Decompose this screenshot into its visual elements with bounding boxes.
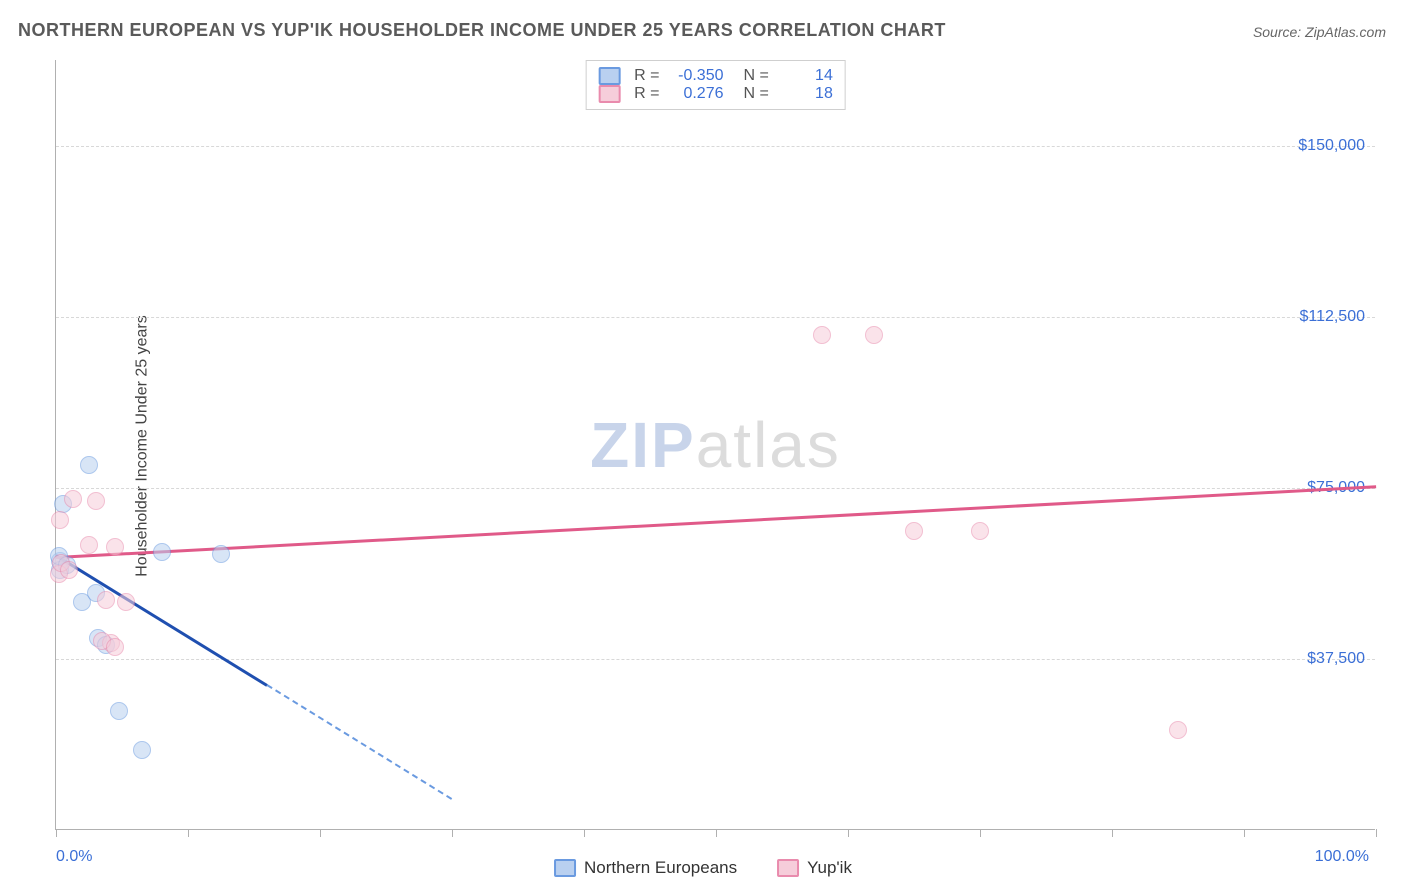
data-point (106, 538, 124, 556)
trend-line (56, 485, 1376, 558)
legend-swatch (777, 859, 799, 877)
x-tick (1376, 829, 1377, 837)
chart-title: NORTHERN EUROPEAN VS YUP'IK HOUSEHOLDER … (18, 20, 946, 41)
legend-label: Northern Europeans (584, 858, 737, 878)
x-tick (320, 829, 321, 837)
x-tick (1244, 829, 1245, 837)
gridline (56, 317, 1375, 318)
data-point (110, 702, 128, 720)
x-tick (1112, 829, 1113, 837)
source-attribution: Source: ZipAtlas.com (1253, 24, 1386, 40)
data-point (153, 543, 171, 561)
trend-line (267, 684, 453, 800)
swatch-series2 (598, 85, 620, 103)
x-tick (848, 829, 849, 837)
n-label: N = (744, 67, 769, 85)
n-value-series2: 18 (777, 85, 833, 103)
gridline (56, 146, 1375, 147)
y-tick-label: $150,000 (1298, 137, 1365, 155)
stats-row-series1: R = -0.350 N = 14 (598, 67, 833, 85)
data-point (87, 492, 105, 510)
data-point (133, 741, 151, 759)
data-point (1169, 721, 1187, 739)
data-point (971, 522, 989, 540)
stats-row-series2: R = 0.276 N = 18 (598, 85, 833, 103)
watermark: ZIPatlas (590, 408, 841, 482)
data-point (80, 536, 98, 554)
data-point (905, 522, 923, 540)
r-label: R = (634, 67, 659, 85)
gridline (56, 659, 1375, 660)
legend-item: Yup'ik (777, 858, 852, 878)
r-label: R = (634, 85, 659, 103)
data-point (97, 591, 115, 609)
legend-swatch (554, 859, 576, 877)
series-legend: Northern Europeans Yup'ik (554, 858, 852, 878)
x-tick (56, 829, 57, 837)
x-tick (716, 829, 717, 837)
x-tick (452, 829, 453, 837)
swatch-series1 (598, 67, 620, 85)
n-value-series1: 14 (777, 67, 833, 85)
data-point (64, 490, 82, 508)
n-label: N = (744, 85, 769, 103)
x-tick (584, 829, 585, 837)
data-point (212, 545, 230, 563)
stats-legend: R = -0.350 N = 14 R = 0.276 N = 18 (585, 60, 846, 110)
scatter-chart: ZIPatlas R = -0.350 N = 14 R = 0.276 N =… (55, 60, 1375, 830)
watermark-part1: ZIP (590, 409, 696, 481)
legend-item: Northern Europeans (554, 858, 737, 878)
r-value-series1: -0.350 (668, 67, 724, 85)
data-point (865, 326, 883, 344)
data-point (51, 511, 69, 529)
data-point (80, 456, 98, 474)
watermark-part2: atlas (696, 409, 841, 481)
data-point (117, 593, 135, 611)
data-point (813, 326, 831, 344)
x-tick (980, 829, 981, 837)
r-value-series2: 0.276 (668, 85, 724, 103)
y-tick-label: $112,500 (1299, 308, 1365, 326)
trend-line (55, 554, 268, 686)
source-label: Source: (1253, 24, 1301, 40)
y-tick-label: $37,500 (1307, 650, 1365, 668)
data-point (106, 638, 124, 656)
gridline (56, 488, 1375, 489)
data-point (60, 561, 78, 579)
x-tick (188, 829, 189, 837)
legend-label: Yup'ik (807, 858, 852, 878)
source-value: ZipAtlas.com (1305, 24, 1386, 40)
